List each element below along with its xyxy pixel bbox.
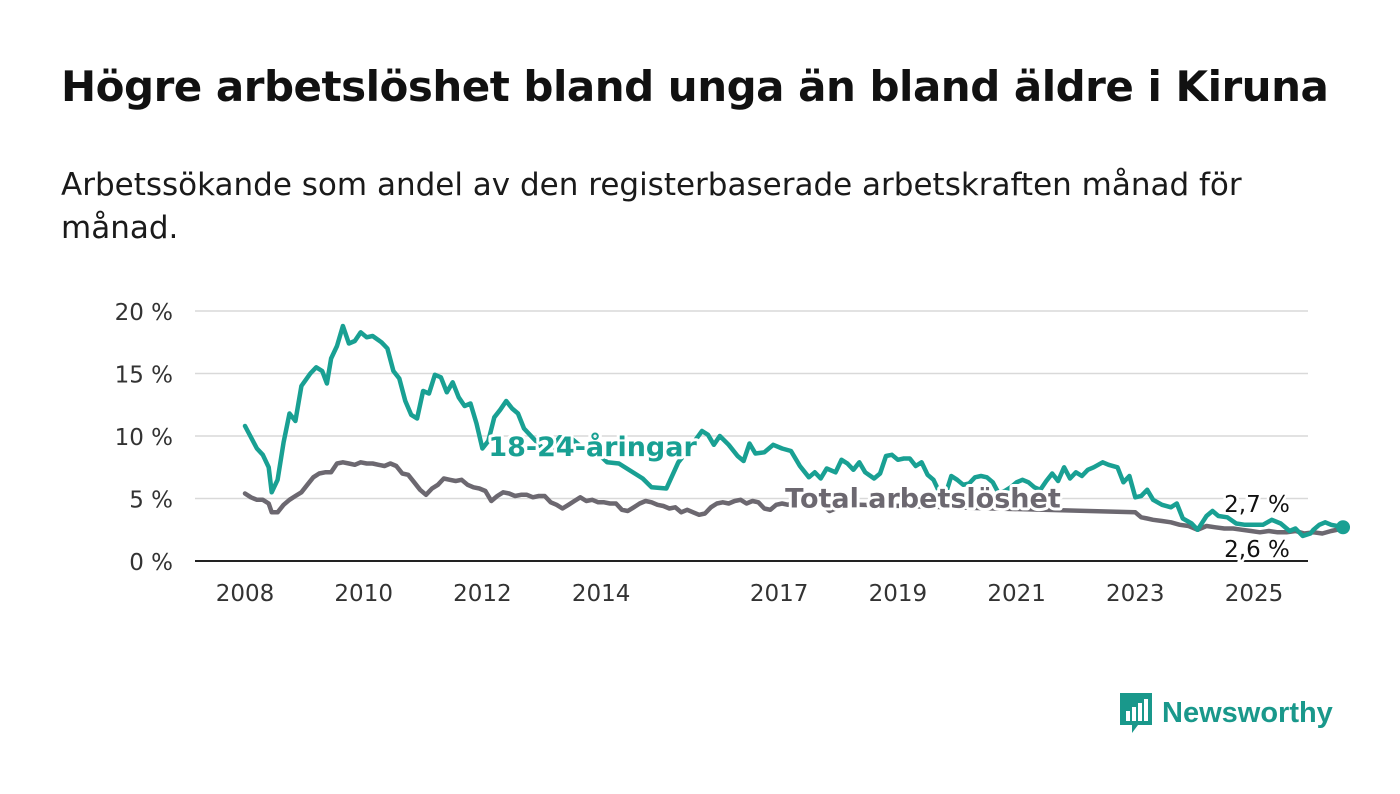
x-axis-ticks: 2008 2010 2012 2014 2017 2019 2021 2023 2025: [216, 581, 1284, 607]
y-tick-label: 15 %: [115, 363, 173, 389]
brand-name: Newsworthy: [1162, 696, 1333, 729]
x-tick-label: 2021: [987, 581, 1046, 607]
series-line-total: [242, 460, 1346, 536]
x-tick-label: 2008: [216, 581, 275, 607]
x-tick-label: 2012: [453, 581, 512, 607]
y-axis-ticks: 0 % 5 % 10 % 15 % 20 %: [115, 300, 173, 576]
chart-subtitle: Arbetssökande som andel av den registerb…: [61, 167, 1242, 246]
newsworthy-logo[interactable]: Newsworthy: [1118, 690, 1333, 736]
series-label-total: Total arbetslöshet: [785, 483, 1061, 514]
end-marker-youth: [1336, 520, 1351, 535]
gridlines: [195, 310, 1308, 562]
series-label-youth: 18-24-åringar: [488, 431, 697, 463]
series-line-youth: [242, 323, 1346, 539]
chart-title: Högre arbetslöshet bland unga än bland ä…: [61, 62, 1329, 111]
series-lines: [242, 323, 1346, 539]
x-tick-label: 2025: [1225, 581, 1284, 607]
y-tick-label: 5 %: [129, 488, 173, 514]
bar-chart-speech-bubble-icon: [1120, 693, 1152, 733]
x-tick-label: 2017: [750, 581, 809, 607]
end-label-youth: 2,7 %: [1224, 492, 1290, 518]
x-tick-label: 2010: [334, 581, 393, 607]
x-tick-label: 2014: [572, 581, 631, 607]
y-tick-label: 0 %: [129, 550, 173, 576]
series-labels: 18-24-åringar Total arbetslöshet 2,7 % 2,6 …: [485, 428, 1351, 566]
x-tick-label: 2019: [869, 581, 928, 607]
x-tick-label: 2023: [1106, 581, 1165, 607]
y-tick-label: 10 %: [115, 425, 173, 451]
end-label-total: 2,6 %: [1224, 537, 1290, 563]
y-tick-label: 20 %: [115, 300, 173, 326]
